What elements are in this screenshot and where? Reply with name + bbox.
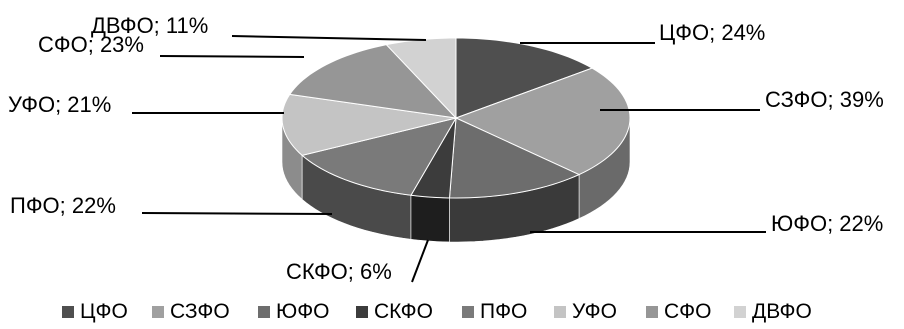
data-label-7: СФО; 23% [38, 32, 144, 57]
pie-slice-3 [448, 117, 581, 199]
leader-line-4 [411, 239, 429, 283]
legend-entry-2: СЗФО [152, 300, 230, 323]
leader-lines [132, 35, 766, 283]
legend-label-6: УФО [572, 300, 617, 323]
legend-entry-8: ДВФО [734, 300, 812, 323]
legend-label-5: ПФО [480, 300, 527, 323]
legend-entry-1: ЦФО [62, 300, 128, 323]
legend-entry-3: ЮФО [258, 300, 330, 323]
legend-entry-7: СФО [646, 300, 711, 323]
pie-side-slice-4 [410, 194, 450, 243]
legend-label-8: ДВФО [752, 300, 812, 323]
legend-swatch-1 [62, 306, 74, 318]
legend-swatch-4 [356, 306, 368, 318]
data-label-4: СКФО; 6% [286, 259, 392, 284]
pie-slice-6 [281, 93, 457, 156]
pie-slice-7 [288, 44, 458, 119]
legend-swatch-5 [462, 306, 474, 318]
data-label-2: СЗФО; 39% [765, 87, 884, 112]
leader-line-7 [159, 55, 305, 58]
legend-label-7: СФО [664, 300, 711, 323]
legend: ЦФО СЗФО ЮФО СКФО ПФО УФО СФО ДВФО [62, 300, 812, 323]
legend-swatch-8 [734, 306, 746, 318]
data-labels: ЦФО; 24% СЗФО; 39% ЮФО; 22% СКФО; 6% ПФО; 22… [8, 13, 884, 284]
pie-slices [281, 37, 631, 199]
pie-slice-5 [301, 117, 458, 196]
data-label-8: ДВФО; 11% [91, 13, 208, 38]
legend-swatch-7 [646, 306, 658, 318]
legend-swatch-6 [554, 306, 566, 318]
legend-label-4: СКФО [374, 300, 433, 323]
legend-label-1: ЦФО [80, 300, 128, 323]
data-label-1: ЦФО; 24% [659, 20, 765, 45]
legend-entry-5: ПФО [462, 300, 527, 323]
pie-slice-2 [454, 67, 631, 176]
data-label-3: ЮФО; 22% [771, 211, 883, 236]
legend-entry-4: СКФО [356, 300, 433, 323]
legend-label-2: СЗФО [170, 300, 230, 323]
data-label-5: ПФО; 22% [10, 193, 116, 218]
leader-line-8 [231, 35, 427, 41]
legend-swatch-3 [258, 306, 270, 318]
legend-entry-6: УФО [554, 300, 617, 323]
pie-slice-1 [455, 37, 594, 119]
legend-swatch-2 [152, 306, 164, 318]
legend-label-3: ЮФО [276, 300, 330, 323]
data-label-6: УФО; 21% [8, 92, 111, 117]
leader-line-5 [141, 212, 333, 215]
